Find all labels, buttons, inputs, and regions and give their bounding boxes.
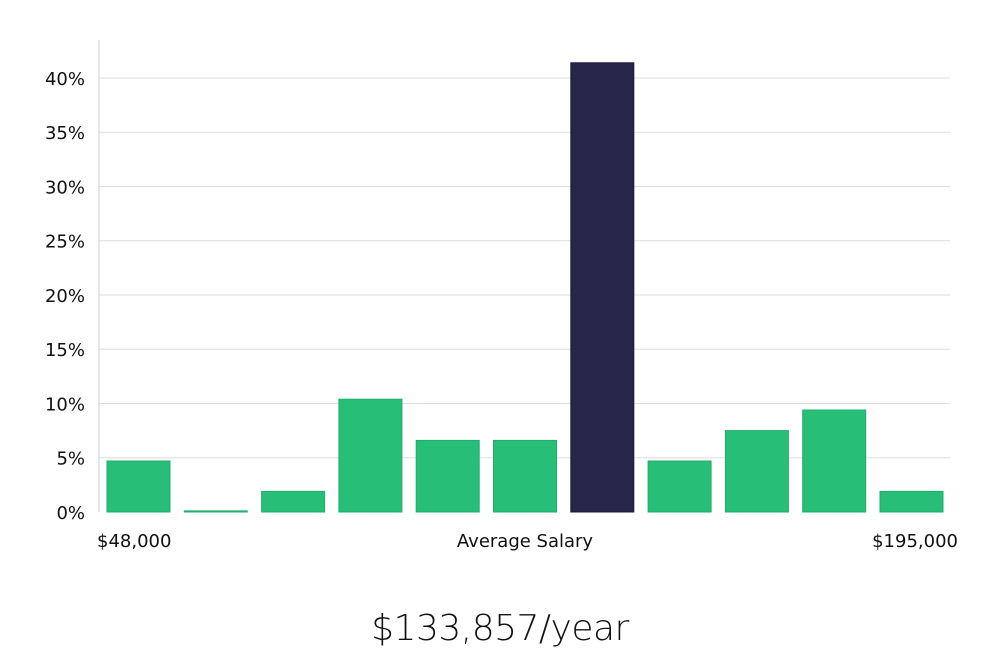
y-tick-label: 0%: [56, 503, 85, 524]
bar: [415, 439, 480, 513]
x-axis-label: Average Salary: [457, 531, 594, 552]
bar: [261, 490, 326, 513]
bar: [647, 460, 712, 513]
y-tick-label: 25%: [45, 232, 85, 253]
y-tick-label: 5%: [56, 449, 85, 470]
bar: [724, 430, 789, 513]
y-tick-label: 35%: [45, 123, 85, 144]
y-tick-label: 15%: [45, 340, 85, 361]
bar-highlighted: [570, 62, 635, 513]
y-tick-labels: 0% 5% 10% 15% 20% 25% 30% 35% 40%: [45, 69, 85, 524]
bar: [106, 460, 171, 513]
y-tick-label: 10%: [45, 394, 85, 415]
average-salary-value: $133,857/year: [371, 608, 629, 649]
bar: [493, 439, 557, 513]
bars: [106, 62, 944, 513]
x-min-label: $48,000: [97, 531, 171, 552]
bar: [802, 409, 867, 513]
bar: [338, 398, 403, 513]
bar: [183, 510, 248, 513]
x-max-label: $195,000: [872, 531, 958, 552]
y-tick-label: 30%: [45, 177, 85, 198]
gridlines: [99, 77, 950, 459]
y-tick-label: 40%: [45, 69, 85, 90]
bar: [879, 490, 944, 513]
salary-histogram: 0% 5% 10% 15% 20% 25% 30% 35% 40% $48,000 Averag…: [45, 40, 958, 552]
y-tick-label: 20%: [45, 286, 85, 307]
